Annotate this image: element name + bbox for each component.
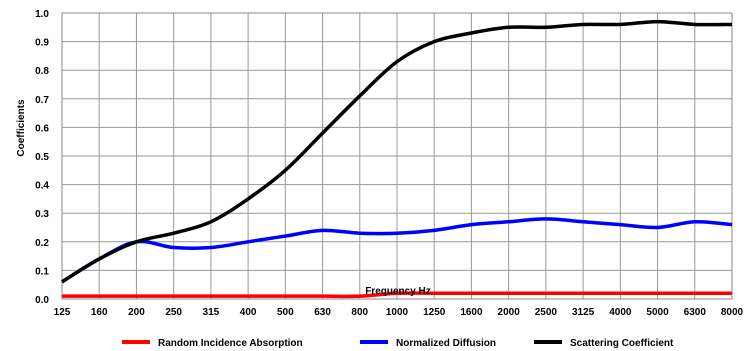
- x-axis-label: Frequency Hz: [365, 286, 431, 297]
- y-tick-label: 0.5: [35, 152, 49, 163]
- y-tick-label: 0.8: [35, 66, 49, 77]
- x-tick-label: 1600: [460, 307, 483, 318]
- y-tick-label: 0.0: [35, 295, 49, 306]
- x-tick-label: 5000: [646, 307, 669, 318]
- y-tick-label: 0.1: [35, 266, 49, 277]
- y-tick-label: 0.6: [35, 123, 49, 134]
- x-tick-label: 500: [277, 307, 294, 318]
- series-line-3: [61, 19, 733, 284]
- y-axis-label: Coefficients: [16, 99, 27, 157]
- x-tick-label: 125: [54, 307, 71, 318]
- y-tick-label: 0.7: [35, 95, 49, 106]
- series-line-2: [61, 217, 733, 284]
- y-tick-label: 0.3: [35, 209, 49, 220]
- x-tick-label: 2500: [535, 307, 558, 318]
- legend-label: Random Incidence Absorption: [158, 338, 303, 349]
- x-tick-label: 1000: [386, 307, 409, 318]
- series-layer: [61, 19, 733, 299]
- series-line-1: [61, 291, 732, 299]
- x-tick-label: 2000: [498, 307, 521, 318]
- x-tick-label: 315: [203, 307, 220, 318]
- grid-lines: [61, 12, 733, 300]
- x-tick-label: 8000: [721, 307, 744, 318]
- x-tick-label: 400: [240, 307, 257, 318]
- x-tick-label: 800: [351, 307, 368, 318]
- legend-label: Scattering Coefficient: [570, 338, 674, 349]
- plot-border: [61, 12, 733, 300]
- plot-frame: [61, 12, 733, 300]
- y-tick-label: 1.0: [35, 9, 49, 20]
- x-tick-label: 200: [128, 307, 145, 318]
- x-tick-label: 630: [314, 307, 331, 318]
- y-tick-label: 0.9: [35, 38, 49, 49]
- x-tick-label: 6300: [684, 307, 707, 318]
- x-tick-label: 1250: [423, 307, 446, 318]
- y-tick-label: 0.2: [35, 238, 49, 249]
- x-tick-label: 3125: [572, 307, 595, 318]
- y-tick-labels: 0.0 0.1 0.2 0.3 0.4 0.5 0.6 0.7 0.8 0.9 1.0: [35, 9, 49, 306]
- x-tick-label: 4000: [609, 307, 632, 318]
- x-tick-labels: 125 160 200 250 315 400 500 630 800 1000 1250 1600 2…: [54, 307, 744, 318]
- legend: Random Incidence Absorption Normalized Di…: [122, 338, 674, 349]
- y-tick-label: 0.4: [35, 181, 49, 192]
- x-tick-label: 160: [91, 307, 108, 318]
- x-tick-label: 250: [165, 307, 182, 318]
- legend-label: Normalized Diffusion: [396, 338, 496, 349]
